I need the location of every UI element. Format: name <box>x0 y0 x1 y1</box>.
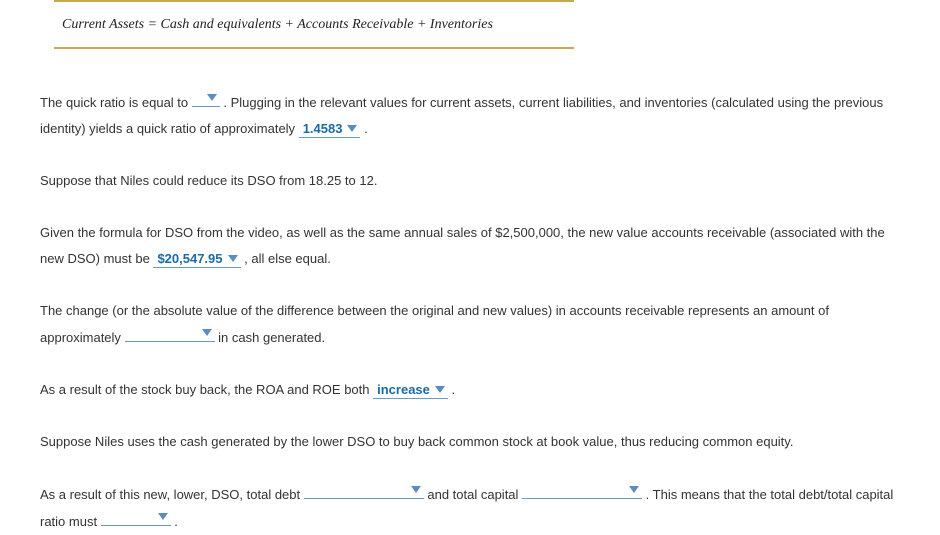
text: . <box>448 382 455 397</box>
formula-text: Current Assets = Cash and equivalents + … <box>62 17 493 32</box>
paragraph-change-ar: The change (or the absolute value of the… <box>40 298 900 351</box>
text: , all else equal. <box>241 251 331 266</box>
text: As a result of this new, lower, DSO, tot… <box>40 487 304 502</box>
paragraph-new-ar: Given the formula for DSO from the video… <box>40 220 900 272</box>
dropdown-quick-ratio-formula[interactable] <box>192 89 220 107</box>
formula-box: Current Assets = Cash and equivalents + … <box>54 0 574 49</box>
dropdown-quick-ratio-value[interactable]: 1.4583 <box>299 120 361 138</box>
text: and total capital <box>424 487 522 502</box>
text: . <box>360 121 367 136</box>
paragraph-buyback-suppose: Suppose Niles uses the cash generated by… <box>40 429 900 455</box>
paragraph-debt-capital: As a result of this new, lower, DSO, tot… <box>40 481 900 535</box>
dropdown-debt-capital-ratio[interactable] <box>101 508 171 526</box>
dropdown-roa-roe-direction[interactable]: increase <box>373 381 448 399</box>
text: As a result of the stock buy back, the R… <box>40 382 373 397</box>
paragraph-quick-ratio: The quick ratio is equal to . Plugging i… <box>40 89 900 142</box>
text: in cash generated. <box>215 330 326 345</box>
dropdown-new-ar-value[interactable]: $20,547.95 <box>153 250 240 268</box>
paragraph-roa-roe: As a result of the stock buy back, the R… <box>40 377 900 403</box>
text: . <box>171 514 178 529</box>
paragraph-dso-suppose: Suppose that Niles could reduce its DSO … <box>40 168 900 194</box>
text: The quick ratio is equal to <box>40 95 192 110</box>
dropdown-total-debt[interactable] <box>304 481 424 499</box>
dropdown-cash-generated[interactable] <box>125 324 215 342</box>
page-container: Current Assets = Cash and equivalents + … <box>0 0 940 528</box>
dropdown-total-capital[interactable] <box>522 481 642 499</box>
